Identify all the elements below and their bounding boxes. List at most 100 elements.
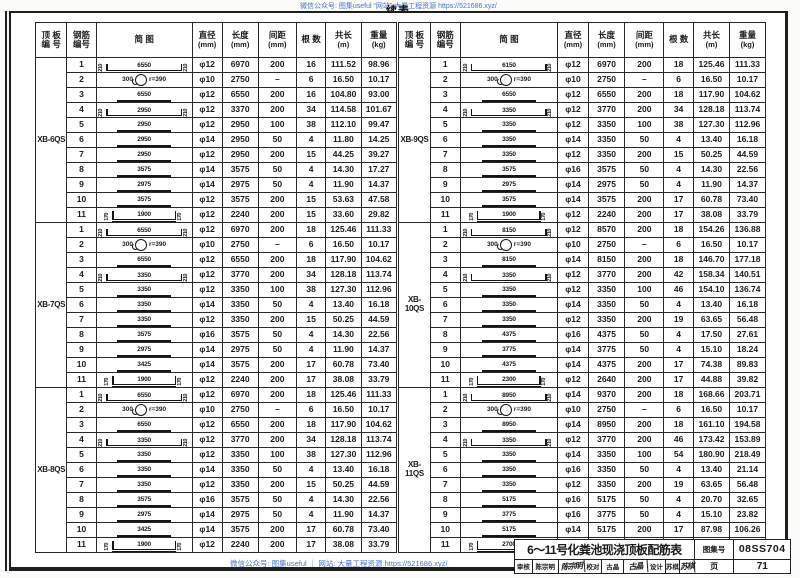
weight-cell: 39.27	[360, 147, 398, 163]
length-cell: 2950	[221, 117, 259, 133]
diameter-cell: φ16	[191, 327, 223, 343]
bar-sketch-line: 8950	[481, 419, 536, 432]
length-cell: 3575	[221, 327, 259, 343]
bar-length-label: 3350	[502, 451, 516, 459]
table-row: 10 3575 φ14 3575 200 17 60.78 73.40	[399, 192, 767, 208]
ring-radius-label: r=390	[148, 76, 167, 84]
table-row: 5 3350 φ12 3350 100 38 127.30 112.96	[399, 117, 767, 133]
table-row: 6 3350 φ14 3350 50 4 13.40 16.18	[399, 132, 767, 148]
diameter-cell: φ12	[191, 447, 223, 463]
hook-end-label: 210	[547, 274, 554, 282]
length-cell: 2950	[221, 132, 259, 148]
count-cell: 6	[295, 237, 327, 253]
bar-no-cell: 1	[66, 387, 97, 403]
bar-no-cell: 2	[429, 72, 461, 88]
length-cell: 4375	[587, 327, 626, 343]
table-row: 8 3575 φ16 3575 50 4 14.30 22.56	[36, 327, 398, 343]
spacing-cell: 200	[624, 312, 665, 328]
spacing-cell: 50	[624, 132, 665, 148]
count-cell: 18	[295, 222, 327, 238]
length-cell: 8150	[587, 252, 626, 268]
table-row: 7 3350 φ12 3350 200 15 50.25 44.59	[36, 477, 398, 493]
bar-length-label: 3350	[502, 271, 516, 279]
hook-end-label: 210	[182, 109, 189, 117]
hook-end-label: 210	[547, 394, 554, 402]
total-length-cell: 161.10	[693, 417, 730, 433]
hook-end-label: 170	[104, 213, 111, 221]
ring-offset-label: 300	[122, 76, 133, 84]
bar-sketch-ring: 300 r=390	[99, 404, 190, 417]
bar-length-label: 3350	[502, 436, 516, 444]
sketch-cell: 3575	[459, 192, 559, 208]
bar-length-label: 3350	[502, 466, 516, 474]
col-header-spacing: 间距 (mm)	[624, 22, 665, 58]
page-frame: 顶 板编 号 钢筋 编号 简 图 直径 (mm) 长度 (mm) 间距 (mm) 根 数…	[5, 11, 791, 574]
spacing-cell: –	[257, 237, 297, 253]
bar-sketch-line: 6550	[117, 254, 172, 267]
table-row: 5 2950 φ12 2950 100 38 112.10 99.47	[36, 117, 398, 133]
total-length-cell: 38.08	[325, 537, 362, 553]
total-length-cell: 14.30	[325, 327, 362, 343]
bar-sketch-line: 3350	[481, 314, 536, 327]
spacing-cell: 200	[257, 267, 297, 283]
length-cell: 6970	[221, 57, 259, 73]
total-length-cell: 13.40	[693, 462, 730, 478]
hook-end-label: 210	[98, 439, 105, 447]
count-cell: 6	[295, 402, 327, 418]
table-row: 10 3425 φ14 3575 200 17 60.78 73.40	[36, 357, 398, 373]
sketch-cell: 300 r=390	[95, 402, 193, 418]
weight-cell: 33.79	[360, 537, 398, 553]
total-length-cell: 16.50	[693, 237, 730, 253]
sketch-cell: 3350 210 210	[459, 267, 559, 283]
weight-cell: 56.48	[728, 477, 767, 493]
diameter-cell: φ12	[191, 387, 223, 403]
bar-no-cell: 1	[66, 57, 97, 73]
spacing-cell: 200	[257, 87, 297, 103]
length-cell: 2240	[221, 372, 259, 388]
diameter-cell: φ12	[557, 372, 589, 388]
diameter-cell: φ12	[191, 102, 223, 118]
table-row: 9 3775 φ14 3775 50 4 15.10 18.24	[399, 342, 767, 358]
bar-length-label: 1900	[137, 210, 151, 218]
page-label: 页	[695, 559, 735, 573]
sketch-cell: 3350	[95, 477, 193, 493]
reviewer-signature: 陈宗明	[558, 558, 585, 574]
total-length-cell: 15.10	[693, 342, 730, 358]
spacing-cell: 200	[624, 477, 665, 493]
spacing-cell: 200	[624, 357, 665, 373]
table-row: 6 2950 φ14 2950 50 4 11.80 14.25	[36, 132, 398, 148]
sketch-cell: 300 r=390	[459, 237, 559, 253]
bar-length-label: 3425	[137, 526, 151, 534]
bar-sketch-line: 3350	[481, 479, 536, 492]
count-cell: 34	[295, 432, 327, 448]
total-length-cell: 128.18	[325, 432, 362, 448]
table-row: 9 2975 φ14 2975 50 4 11.90 14.37	[399, 177, 767, 193]
total-length-cell: 60.78	[693, 192, 730, 208]
length-cell: 2750	[587, 402, 626, 418]
bar-no-cell: 4	[429, 432, 461, 448]
total-length-cell: 13.40	[325, 297, 362, 313]
ring-bar-icon	[131, 74, 147, 86]
count-cell: 15	[295, 192, 327, 208]
table-row: 11 2300 170 170 φ12 2640 200 17 44.88 39.82	[399, 372, 767, 388]
spacing-cell: 200	[257, 357, 297, 373]
bar-no-cell: 3	[66, 87, 97, 103]
length-cell: 2640	[587, 372, 626, 388]
hook-end-label: 210	[462, 394, 469, 402]
bar-sketch-line: 8150	[481, 254, 536, 267]
bar-no-cell: 2	[66, 72, 97, 88]
weight-cell: 33.79	[360, 372, 398, 388]
weight-cell: 111.33	[360, 222, 398, 238]
hook-end-label: 210	[98, 64, 105, 72]
count-cell: 17	[295, 522, 327, 538]
length-cell: 8950	[587, 417, 626, 433]
sketch-cell: 3350	[459, 462, 559, 478]
length-cell: 6970	[587, 57, 626, 73]
bar-no-cell: 11	[66, 372, 97, 388]
weight-cell: 10.17	[728, 237, 767, 253]
spacing-cell: 200	[257, 102, 297, 118]
table-row: 7 3350 φ12 3350 200 19 63.65 56.48	[399, 477, 767, 493]
diameter-cell: φ14	[557, 192, 589, 208]
sketch-cell: 1900 170 170	[95, 537, 193, 553]
count-cell: 16	[295, 57, 327, 73]
